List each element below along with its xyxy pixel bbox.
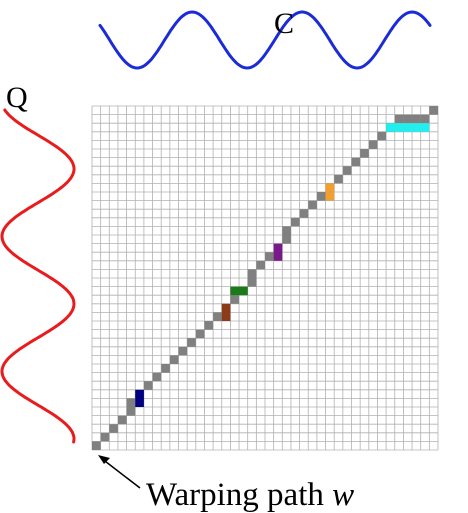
path-cell	[169, 355, 179, 364]
path-cell	[100, 432, 110, 442]
path-cell	[282, 226, 291, 235]
path-cell	[377, 131, 387, 141]
path-cell	[394, 114, 404, 124]
path-cell	[308, 200, 317, 210]
path-cell	[351, 157, 361, 167]
highlight-navy	[135, 389, 144, 407]
path-cell	[187, 338, 196, 347]
path-cell	[368, 140, 378, 149]
path-cell	[334, 174, 343, 184]
path-cell	[282, 235, 291, 244]
path-cell	[152, 372, 162, 382]
path-cell	[109, 424, 118, 433]
arrow-icon	[98, 455, 141, 489]
series-c-curve	[98, 10, 432, 70]
path-cell	[265, 252, 274, 261]
path-cell	[299, 209, 309, 218]
cost-matrix-grid	[91, 105, 439, 451]
path-cell	[360, 149, 369, 158]
path-cell	[117, 415, 127, 425]
path-cell	[126, 398, 136, 407]
path-cell	[290, 217, 300, 227]
path-cell	[126, 407, 136, 416]
path-cell	[247, 278, 257, 287]
series-q-label: Q	[6, 81, 28, 114]
path-cell	[92, 441, 101, 450]
series-c-label: C	[274, 7, 294, 40]
highlight-brown	[221, 303, 231, 321]
path-cell	[420, 114, 430, 124]
path-cell	[204, 321, 214, 330]
path-cell	[316, 192, 326, 201]
caption-text: Warping path	[146, 477, 332, 513]
path-cell	[256, 260, 265, 270]
highlight-purple	[273, 243, 283, 261]
path-cell	[161, 364, 170, 373]
highlight-orange	[325, 183, 335, 201]
path-cell	[213, 312, 222, 321]
warping-path	[92, 106, 438, 450]
path-cell	[178, 346, 188, 356]
highlight-cyan	[386, 123, 430, 132]
path-cell	[403, 114, 413, 124]
path-cell	[412, 114, 421, 124]
path-cell	[143, 381, 153, 390]
path-cell	[247, 269, 257, 278]
path-cell	[429, 106, 438, 115]
path-cell	[195, 329, 205, 339]
highlight-green	[230, 286, 248, 296]
series-q-curve	[0, 108, 76, 444]
caption-variable: w	[332, 477, 354, 513]
warping-path-caption: Warping path w	[146, 477, 354, 513]
path-cell	[230, 295, 240, 304]
path-cell	[342, 166, 352, 175]
